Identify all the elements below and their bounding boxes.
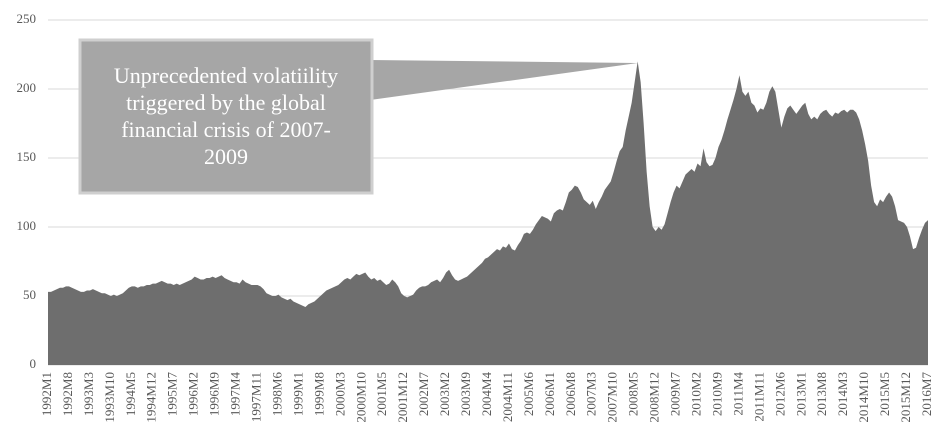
x-tick-label: 1997M11 — [249, 372, 264, 422]
x-tick-label: 2008M5 — [626, 372, 641, 416]
annotation-line: triggered by the global — [126, 90, 326, 115]
x-tick-label: 1994M5 — [123, 372, 138, 416]
x-tick-label: 2006M1 — [542, 372, 557, 416]
x-tick-label: 2014M10 — [856, 372, 871, 423]
x-tick-label: 2007M3 — [584, 372, 599, 416]
x-tick-label: 2016M7 — [919, 372, 934, 417]
x-tick-label: 2013M8 — [814, 372, 829, 416]
y-tick-label: 50 — [23, 287, 36, 302]
x-tick-label: 2009M7 — [668, 372, 683, 417]
annotation-line: 2009 — [204, 144, 248, 169]
x-tick-label: 2010M2 — [689, 372, 704, 416]
x-tick-label: 2007M10 — [605, 372, 620, 423]
x-tick-label: 2004M4 — [479, 372, 494, 417]
x-tick-label: 2002M7 — [416, 372, 431, 417]
x-tick-label: 2008M12 — [647, 372, 662, 423]
x-tick-label: 2003M9 — [458, 372, 473, 416]
x-tick-label: 1994M12 — [144, 372, 159, 423]
x-tick-label: 2011M11 — [751, 372, 766, 422]
x-tick-label: 1992M1 — [39, 372, 54, 416]
x-tick-label: 1999M8 — [311, 372, 326, 416]
annotation-line: financial crisis of 2007- — [121, 117, 331, 142]
callout-pointer — [370, 60, 638, 100]
annotation-line: Unprecedented volatiility — [114, 63, 338, 88]
x-tick-label: 2013M1 — [793, 372, 808, 416]
x-tick-label: 2005M6 — [521, 372, 536, 417]
x-tick-label: 1993M3 — [81, 372, 96, 416]
x-tick-label: 2015M12 — [898, 372, 913, 423]
x-tick-label: 2000M10 — [353, 372, 368, 423]
y-tick-label: 100 — [17, 218, 37, 233]
x-tick-label: 2001M12 — [395, 372, 410, 423]
x-tick-label: 1997M4 — [228, 372, 243, 417]
x-tick-label: 1993M10 — [102, 372, 117, 423]
annotation-box — [78, 38, 374, 195]
x-tick-label: 2004M11 — [500, 372, 515, 422]
y-tick-label: 200 — [17, 80, 37, 95]
x-tick-label: 1998M6 — [269, 372, 284, 417]
x-tick-label: 1999M1 — [290, 372, 305, 416]
x-tick-label: 2006M8 — [563, 372, 578, 416]
x-tick-label: 2015M5 — [877, 372, 892, 416]
x-tick-label: 2010M9 — [709, 372, 724, 416]
y-tick-label: 250 — [17, 11, 37, 26]
x-tick-label: 2014M3 — [835, 372, 850, 416]
x-tick-label: 2000M3 — [332, 372, 347, 416]
x-tick-label: 1995M7 — [165, 372, 180, 417]
x-tick-label: 1996M9 — [207, 372, 222, 416]
x-tick-label: 2003M2 — [437, 372, 452, 416]
area — [48, 61, 928, 366]
x-tick-label: 1996M2 — [186, 372, 201, 416]
x-tick-label: 1992M8 — [60, 372, 75, 416]
y-tick-label: 0 — [30, 356, 37, 371]
y-tick-label: 150 — [17, 149, 37, 164]
x-tick-label: 2001M5 — [374, 372, 389, 416]
labels: 0 50 100 150 200 250 1992M1 1992M8 1993M3 1993M10… — [17, 11, 934, 423]
x-tick-label: 2012M6 — [772, 372, 787, 417]
area-layer — [48, 61, 928, 366]
x-tick-label: 2011M4 — [730, 372, 745, 416]
